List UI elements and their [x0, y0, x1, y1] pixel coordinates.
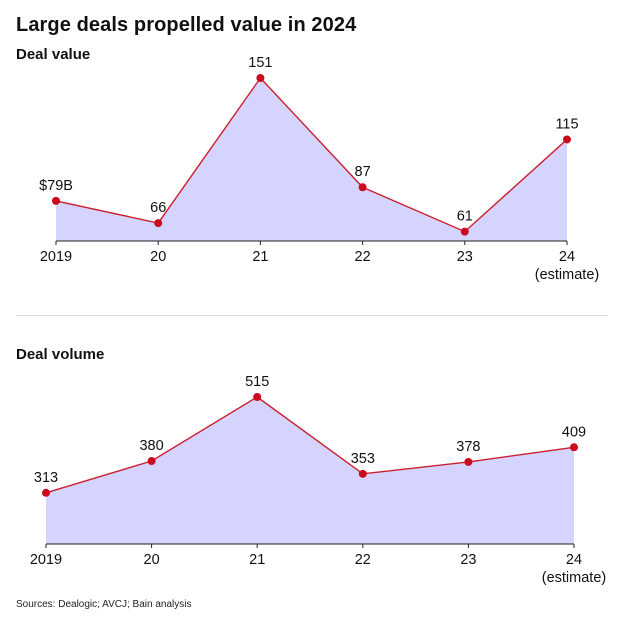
deal-volume-point [464, 457, 473, 466]
deal-volume-point [42, 488, 50, 497]
deal-volume-data-label: 380 [139, 438, 163, 454]
deal-value-point [52, 196, 60, 205]
deal-value-point [563, 135, 571, 144]
deal-volume-data-label: 409 [562, 424, 586, 440]
deal-volume-tick-label: 24 [566, 552, 582, 568]
deal-value-point [154, 219, 163, 228]
deal-value-tick-label: 2019 [40, 249, 72, 265]
deal-volume-tick-label: 21 [249, 552, 265, 568]
deal-value-area [56, 78, 567, 241]
deal-value-tick-label: 24 [559, 249, 575, 265]
page-title: Large deals propelled value in 2024 [16, 14, 357, 36]
deal-value-data-label: $79B [39, 178, 73, 194]
deal-value-point [358, 183, 367, 192]
deal-value-subtitle: Deal value [16, 46, 91, 63]
deal-volume-point [253, 393, 262, 401]
deal-value-data-label: 115 [555, 116, 578, 132]
deal-value-chart: $79B 66 151 87 61 115 2019 20 21 22 23 24 (estimate) [39, 55, 599, 283]
deal-value-tick-label: 22 [355, 249, 371, 265]
deal-volume-tick-label: 20 [144, 552, 160, 568]
deal-value-tick-label: 20 [150, 249, 166, 265]
deal-value-tick-label: 23 [457, 249, 473, 265]
deal-volume-subtitle: Deal volume [16, 346, 105, 363]
deal-volume-data-label: 515 [245, 374, 269, 390]
source-note: Sources: Dealogic; AVCJ; Bain analysis [16, 599, 192, 610]
deal-value-series-line [55, 76, 568, 233]
deal-volume-tick-label: 23 [460, 552, 476, 568]
deal-volume-series-line [45, 396, 575, 494]
deal-volume-point [570, 443, 578, 452]
deal-value-data-label: 87 [355, 164, 371, 180]
deal-volume-chart: 313 380 515 353 378 409 2019 20 21 22 23 24 (estimat… [30, 374, 606, 586]
deal-volume-tick-label: 22 [355, 552, 371, 568]
deal-value-data-label: 151 [248, 55, 272, 71]
deal-volume-data-label: 378 [456, 439, 480, 455]
deal-volume-point [358, 469, 367, 478]
deal-value-tick-sublabel: (estimate) [535, 267, 599, 283]
deal-volume-tick-sublabel: (estimate) [542, 570, 606, 586]
deal-value-point [460, 227, 469, 236]
deal-value-data-label: 61 [457, 209, 473, 225]
section-divider [16, 315, 608, 316]
deal-value-tick-label: 21 [252, 249, 268, 265]
deal-volume-data-label: 313 [34, 470, 58, 486]
deal-value-data-label: 66 [150, 200, 166, 216]
deal-volume-area [46, 397, 574, 544]
deal-volume-point [147, 457, 156, 466]
deal-volume-data-label: 353 [351, 451, 375, 467]
deal-value-point [256, 74, 265, 82]
deal-volume-tick-label: 2019 [30, 552, 62, 568]
